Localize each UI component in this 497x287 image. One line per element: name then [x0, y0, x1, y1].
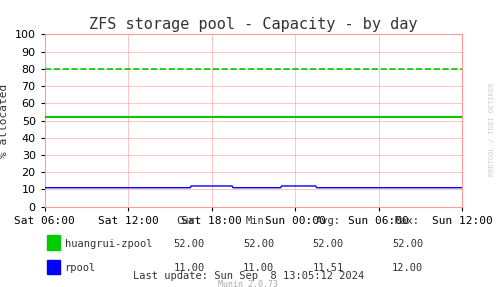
Text: 52.00: 52.00: [173, 239, 204, 249]
Text: Avg:: Avg:: [316, 216, 340, 226]
Text: huangrui-zpool: huangrui-zpool: [65, 239, 152, 249]
Bar: [47, 260, 60, 274]
Text: 11.00: 11.00: [243, 263, 274, 273]
Text: Munin 2.0.73: Munin 2.0.73: [219, 280, 278, 287]
Text: 52.00: 52.00: [313, 239, 343, 249]
Text: 11.51: 11.51: [313, 263, 343, 273]
Text: 11.00: 11.00: [173, 263, 204, 273]
Text: Last update: Sun Sep  8 13:05:12 2024: Last update: Sun Sep 8 13:05:12 2024: [133, 271, 364, 280]
Text: Min:: Min:: [246, 216, 271, 226]
Text: 12.00: 12.00: [392, 263, 423, 273]
Y-axis label: % allocated: % allocated: [0, 84, 9, 158]
Text: Max:: Max:: [395, 216, 420, 226]
Text: Cur:: Cur:: [176, 216, 201, 226]
Text: RRDTOOL / TOBI OETIKER: RRDTOOL / TOBI OETIKER: [489, 82, 495, 176]
Text: 52.00: 52.00: [392, 239, 423, 249]
Text: rpool: rpool: [65, 263, 96, 273]
Title: ZFS storage pool - Capacity - by day: ZFS storage pool - Capacity - by day: [89, 17, 417, 32]
Text: 52.00: 52.00: [243, 239, 274, 249]
Bar: [47, 235, 60, 250]
